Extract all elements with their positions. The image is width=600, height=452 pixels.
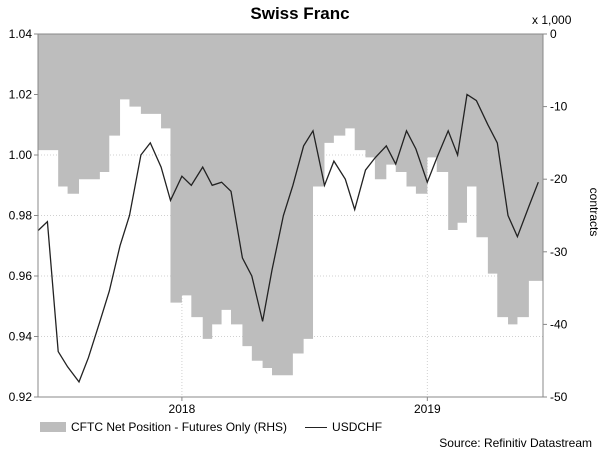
right-axis-tick-label: 0 [550,27,557,41]
right-axis-tick-label: -30 [550,245,568,259]
usdchf-line-layer [37,93,539,384]
left-axis-tick-label: 1.04 [9,27,33,41]
legend-label-net-position: CFTC Net Position - Futures Only (RHS) [71,420,288,434]
x-axis-tick-label: 2018 [169,402,196,416]
right-axis-label: contracts [587,188,600,237]
x-axis-tick-label: 2019 [414,402,441,416]
usdchf-line [37,93,539,384]
chart-title: Swiss Franc [250,4,350,23]
legend-item-usdchf: USDCHF [305,420,382,434]
axes: 0.92 0.94 0.96 0.98 1.00 1.02 1.04 0 -10 -20 -30 -4… [9,27,568,416]
left-axis-tick-label: 0.94 [9,330,33,344]
left-axis-tick-label: 0.92 [9,390,33,404]
left-axis-tick-label: 1.02 [9,88,33,102]
right-axis-tick-label: -20 [550,172,568,186]
legend-swatch-area [40,422,66,432]
net-position-area-layer [38,34,543,376]
left-axis-tick-label: 1.00 [9,148,33,162]
net-position-area [38,34,543,376]
source-note: Source: Refinitiv Datastream [439,436,592,450]
legend-label-usdchf: USDCHF [332,420,383,434]
right-axis-unit-label: x 1,000 [532,13,572,27]
left-axis-tick-label: 0.98 [9,209,33,223]
left-axis-tick-label: 0.96 [9,269,33,283]
right-axis-tick-label: -40 [550,317,568,331]
legend-item-net-position: CFTC Net Position - Futures Only (RHS) [40,420,287,434]
legend-swatch-line [305,426,328,428]
right-axis-tick-label: -50 [550,390,568,404]
legend: CFTC Net Position - Futures Only (RHS) U… [40,420,400,434]
right-axis-tick-label: -10 [550,100,568,114]
